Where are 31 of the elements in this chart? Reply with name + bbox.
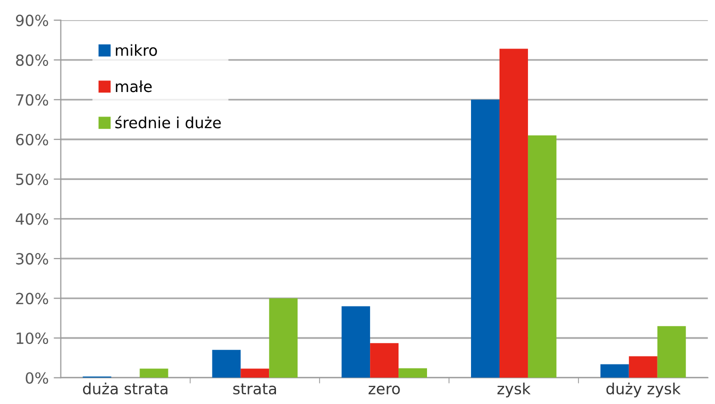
bar — [240, 368, 270, 378]
legend-label: mikro — [116, 44, 157, 56]
y-tick-label: 70% — [16, 94, 48, 106]
y-tick-label: 80% — [16, 54, 48, 66]
legend-label: małe — [116, 80, 152, 92]
x-tick-label: duży zysk — [606, 382, 681, 398]
bar — [269, 298, 298, 378]
x-tick-label: strata — [233, 383, 276, 394]
x-tick-label: zysk — [497, 382, 531, 398]
bar — [140, 368, 168, 378]
y-tick-label: 0% — [26, 372, 48, 384]
y-tick-label: 90% — [16, 14, 48, 26]
bar — [471, 100, 500, 378]
bar — [528, 135, 556, 378]
x-tick-label: duża strata — [83, 382, 168, 394]
y-tick-label: 10% — [16, 332, 48, 344]
x-tick-label: zero — [368, 386, 400, 394]
bar — [600, 364, 629, 378]
bar — [628, 356, 658, 378]
y-tick-label: 20% — [16, 292, 48, 304]
bar — [212, 350, 241, 378]
bar — [370, 343, 399, 378]
bar — [657, 326, 686, 378]
legend-label: średnie i duże — [115, 116, 221, 128]
y-tick-label: 50% — [16, 174, 48, 186]
bar — [398, 368, 428, 378]
y-tick-label: 60% — [16, 134, 48, 146]
y-tick-label: 30% — [16, 253, 48, 265]
bar — [499, 48, 528, 378]
bar — [342, 306, 370, 378]
y-tick-label: 40% — [16, 213, 48, 225]
